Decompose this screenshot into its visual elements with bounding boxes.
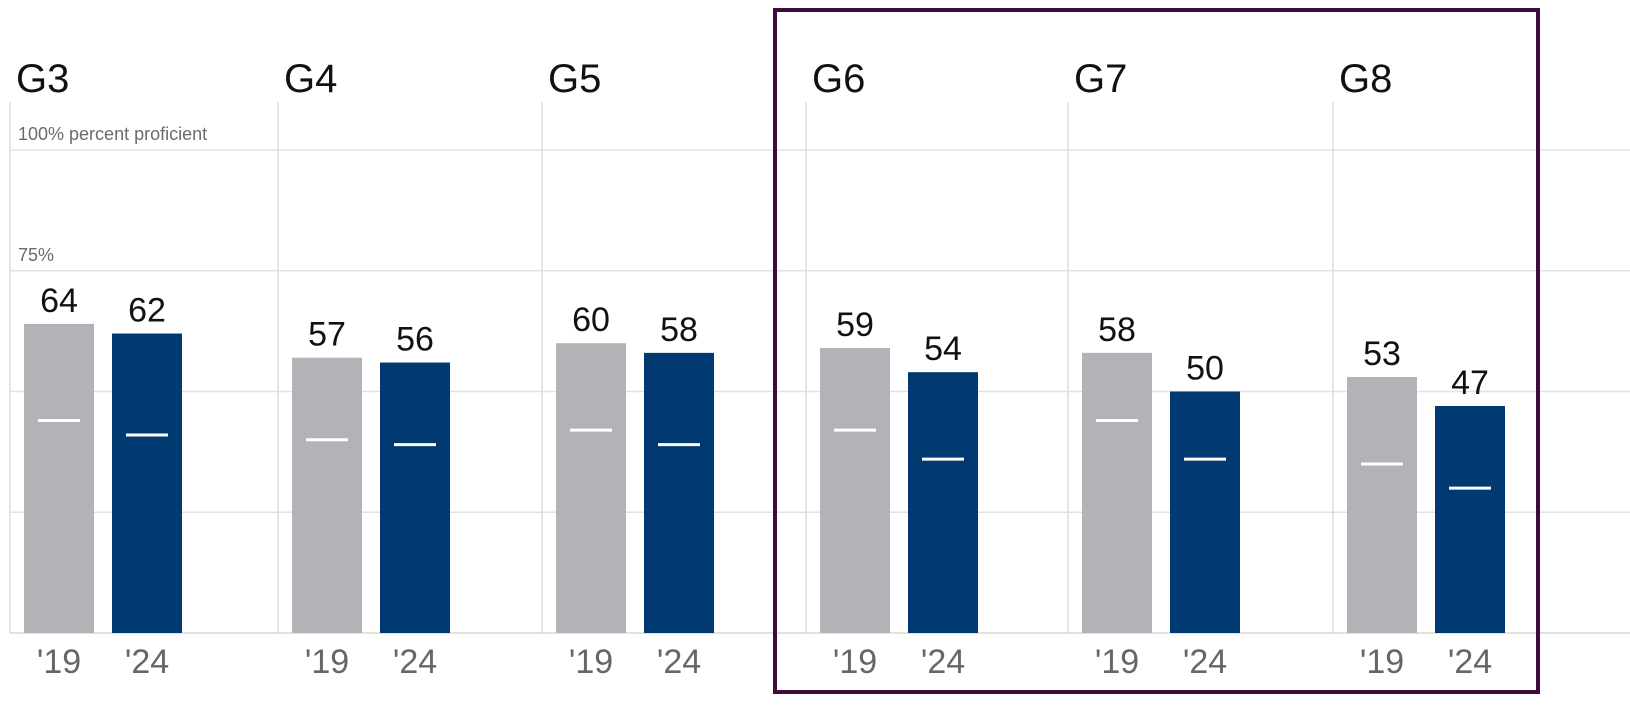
panel-title-g4: G4	[284, 57, 337, 101]
x-tick-g3-2024: '24	[125, 643, 169, 681]
value-label-g3-2024: 62	[128, 292, 166, 330]
frame-layer	[773, 8, 1540, 694]
panel-title-g3: G3	[16, 57, 69, 101]
value-label-g8-2024: 47	[1451, 364, 1489, 402]
bar-g6-2019	[820, 348, 890, 633]
bar-g5-2024	[644, 352, 714, 633]
x-tick-g5-2024: '24	[657, 643, 701, 681]
bar-g6-2024	[908, 372, 978, 633]
x-tick-g4-2024: '24	[393, 643, 437, 681]
value-label-g4-2019: 57	[308, 316, 346, 354]
bar-g3-2024	[112, 333, 182, 633]
highlight-frame	[773, 8, 1540, 694]
value-label-g8-2019: 53	[1363, 335, 1401, 373]
value-label-g4-2024: 56	[396, 321, 434, 359]
panel-title-g5: G5	[548, 57, 601, 101]
value-label-g6-2019: 59	[836, 306, 874, 344]
x-tick-g6-2019: '19	[833, 643, 877, 681]
labels-layer: 100% percent proficient 75% G3 64 '19 62 '24 G4…	[16, 57, 1492, 681]
x-tick-g8-2019: '19	[1360, 643, 1404, 681]
panel-title-g7: G7	[1074, 57, 1127, 101]
bar-g4-2024	[380, 362, 450, 633]
gridline-label-75: 75%	[18, 245, 54, 265]
value-label-g7-2019: 58	[1098, 311, 1136, 349]
bars-layer	[24, 323, 1505, 633]
x-tick-g6-2024: '24	[921, 643, 965, 681]
bar-g8-2024	[1435, 405, 1505, 633]
x-tick-g7-2019: '19	[1095, 643, 1139, 681]
panel-title-g6: G6	[812, 57, 865, 101]
bar-g5-2019	[556, 343, 626, 633]
value-label-g5-2019: 60	[572, 301, 610, 339]
x-tick-g8-2024: '24	[1448, 643, 1492, 681]
bar-g8-2019	[1347, 377, 1417, 633]
bar-g7-2024	[1170, 391, 1240, 633]
gridline-label-100: 100% percent proficient	[18, 124, 207, 144]
value-label-g6-2024: 54	[924, 330, 962, 368]
x-tick-g4-2019: '19	[305, 643, 349, 681]
value-label-g3-2019: 64	[40, 282, 78, 320]
value-label-g7-2024: 50	[1186, 350, 1224, 388]
panel-title-g8: G8	[1339, 57, 1392, 101]
bar-g3-2019	[24, 323, 94, 633]
bar-g4-2019	[292, 357, 362, 633]
x-tick-g3-2019: '19	[37, 643, 81, 681]
x-tick-g7-2024: '24	[1183, 643, 1227, 681]
x-tick-g5-2019: '19	[569, 643, 613, 681]
bar-g7-2019	[1082, 352, 1152, 633]
value-label-g5-2024: 58	[660, 311, 698, 349]
